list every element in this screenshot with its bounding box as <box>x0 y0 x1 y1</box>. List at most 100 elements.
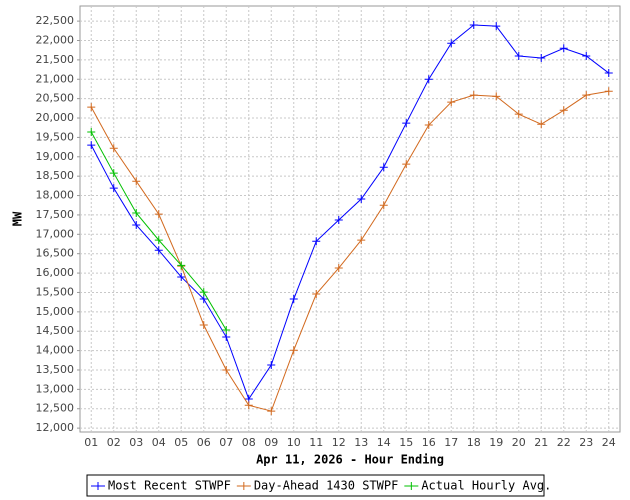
point-marker <box>199 288 208 297</box>
point-marker <box>289 295 298 304</box>
point-marker <box>582 91 591 100</box>
point-marker <box>199 295 208 304</box>
point-marker <box>424 75 433 84</box>
y-tick-label: 22,000 <box>36 33 75 46</box>
x-tick-label: 23 <box>579 436 593 449</box>
point-marker <box>154 236 163 245</box>
point-marker <box>447 39 456 48</box>
y-tick-label: 21,000 <box>36 72 75 85</box>
x-tick-label: 13 <box>354 436 368 449</box>
x-tick-label: 16 <box>422 436 436 449</box>
point-marker <box>87 127 96 136</box>
point-marker <box>537 120 546 129</box>
point-marker <box>267 360 276 369</box>
point-marker <box>334 215 343 224</box>
x-tick-label: 17 <box>444 436 458 449</box>
x-tick-label: 12 <box>332 436 346 449</box>
point-marker <box>357 195 366 204</box>
point-marker <box>402 160 411 169</box>
point-marker <box>402 119 411 128</box>
x-tick-label: 08 <box>242 436 256 449</box>
point-marker <box>604 87 613 96</box>
point-marker <box>514 110 523 119</box>
point-marker <box>154 210 163 219</box>
y-tick-label: 15,500 <box>36 285 75 298</box>
legend-box <box>86 474 545 497</box>
y-tick-label: 12,500 <box>36 402 75 415</box>
y-tick-label: 17,000 <box>36 227 75 240</box>
y-tick-label: 20,500 <box>36 92 75 105</box>
x-tick-label: 10 <box>287 436 301 449</box>
x-tick-label: 14 <box>377 436 391 449</box>
y-tick-label: 22,500 <box>36 14 75 27</box>
x-tick-label: 22 <box>557 436 571 449</box>
x-tick-label: 24 <box>602 436 616 449</box>
point-marker <box>154 246 163 255</box>
point-marker <box>109 184 118 193</box>
point-marker <box>357 236 366 245</box>
y-tick-label: 18,000 <box>36 189 75 202</box>
x-tick-label: 06 <box>197 436 211 449</box>
point-marker <box>87 103 96 112</box>
x-tick-label: 01 <box>84 436 98 449</box>
x-tick-label: 21 <box>534 436 548 449</box>
point-marker <box>379 201 388 210</box>
point-marker <box>87 141 96 150</box>
point-marker <box>492 92 501 101</box>
point-marker <box>267 407 276 416</box>
x-tick-label: 20 <box>512 436 526 449</box>
point-marker <box>132 177 141 186</box>
point-marker <box>559 44 568 53</box>
point-marker <box>312 237 321 246</box>
x-tick-label: 15 <box>399 436 413 449</box>
y-tick-label: 21,500 <box>36 53 75 66</box>
y-tick-label: 12,000 <box>36 421 75 434</box>
legend-label: Day-Ahead 1430 STWPF <box>254 479 399 493</box>
y-tick-label: 15,000 <box>36 305 75 318</box>
legend-icon <box>91 482 105 490</box>
x-tick-label: 02 <box>107 436 121 449</box>
point-marker <box>582 52 591 61</box>
point-marker <box>312 290 321 299</box>
point-marker <box>199 321 208 330</box>
point-marker <box>222 326 231 335</box>
point-marker <box>334 264 343 273</box>
y-tick-label: 20,000 <box>36 111 75 124</box>
x-tick-label: 09 <box>264 436 278 449</box>
x-tick-label: 04 <box>152 436 166 449</box>
point-marker <box>109 169 118 178</box>
point-marker <box>177 261 186 270</box>
y-tick-label: 18,500 <box>36 169 75 182</box>
legend-icon <box>404 482 419 490</box>
y-axis-label: MW <box>11 211 25 226</box>
y-tick-label: 16,000 <box>36 266 75 279</box>
point-marker <box>492 22 501 31</box>
y-tick-label: 13,500 <box>36 363 75 376</box>
point-marker <box>289 346 298 355</box>
series-line <box>90 90 609 412</box>
x-tick-label: 18 <box>467 436 481 449</box>
point-marker <box>132 208 141 217</box>
legend-label: Most Recent STWPF <box>108 479 231 493</box>
x-axis-label: Apr 11, 2026 - Hour Ending <box>256 453 444 467</box>
y-tick-label: 13,000 <box>36 382 75 395</box>
point-marker <box>447 98 456 107</box>
point-marker <box>244 401 253 410</box>
point-marker <box>379 163 388 172</box>
x-tick-label: 03 <box>129 436 143 449</box>
point-marker <box>537 53 546 62</box>
y-tick-label: 19,000 <box>36 150 75 163</box>
legend-label: Actual Hourly Avg. <box>421 479 551 493</box>
legend-icon <box>236 482 251 490</box>
x-tick-label: 19 <box>489 436 503 449</box>
point-marker <box>559 106 568 115</box>
y-tick-label: 14,500 <box>36 324 75 337</box>
x-tick-label: 11 <box>309 436 323 449</box>
point-marker <box>222 333 231 342</box>
point-marker <box>514 52 523 61</box>
point-marker <box>424 121 433 130</box>
point-marker <box>109 144 118 153</box>
x-tick-label: 05 <box>174 436 188 449</box>
point-marker <box>469 20 478 29</box>
